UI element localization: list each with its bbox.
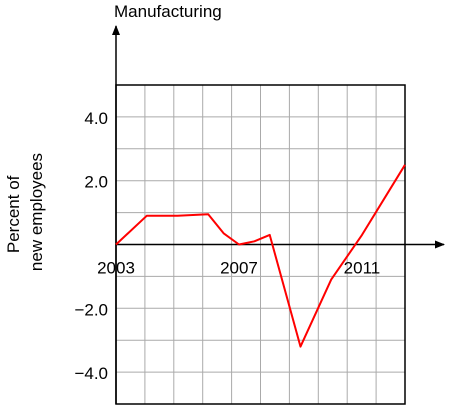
y-axis-label: Percent of new employees: [4, 153, 46, 271]
series-layer: [115, 164, 406, 348]
y-tick-label: −2.0: [74, 300, 108, 319]
chart-title: Manufacturing: [114, 2, 222, 21]
axes: [112, 25, 445, 404]
labels: Manufacturing Percent of new employees 4…: [4, 2, 380, 383]
series-line: [115, 164, 406, 348]
y-tick-label: −4.0: [74, 364, 108, 383]
y-axis-label-line-2: new employees: [27, 153, 46, 271]
x-tick-label: 2003: [97, 259, 135, 278]
grid: [115, 84, 406, 405]
y-tick-label: 4.0: [84, 109, 108, 128]
y-axis-label-line-1: Percent of: [4, 175, 23, 253]
x-tick-label: 2011: [344, 259, 381, 278]
y-tick-label: 2.0: [84, 173, 108, 192]
x-tick-label: 2007: [220, 259, 258, 278]
